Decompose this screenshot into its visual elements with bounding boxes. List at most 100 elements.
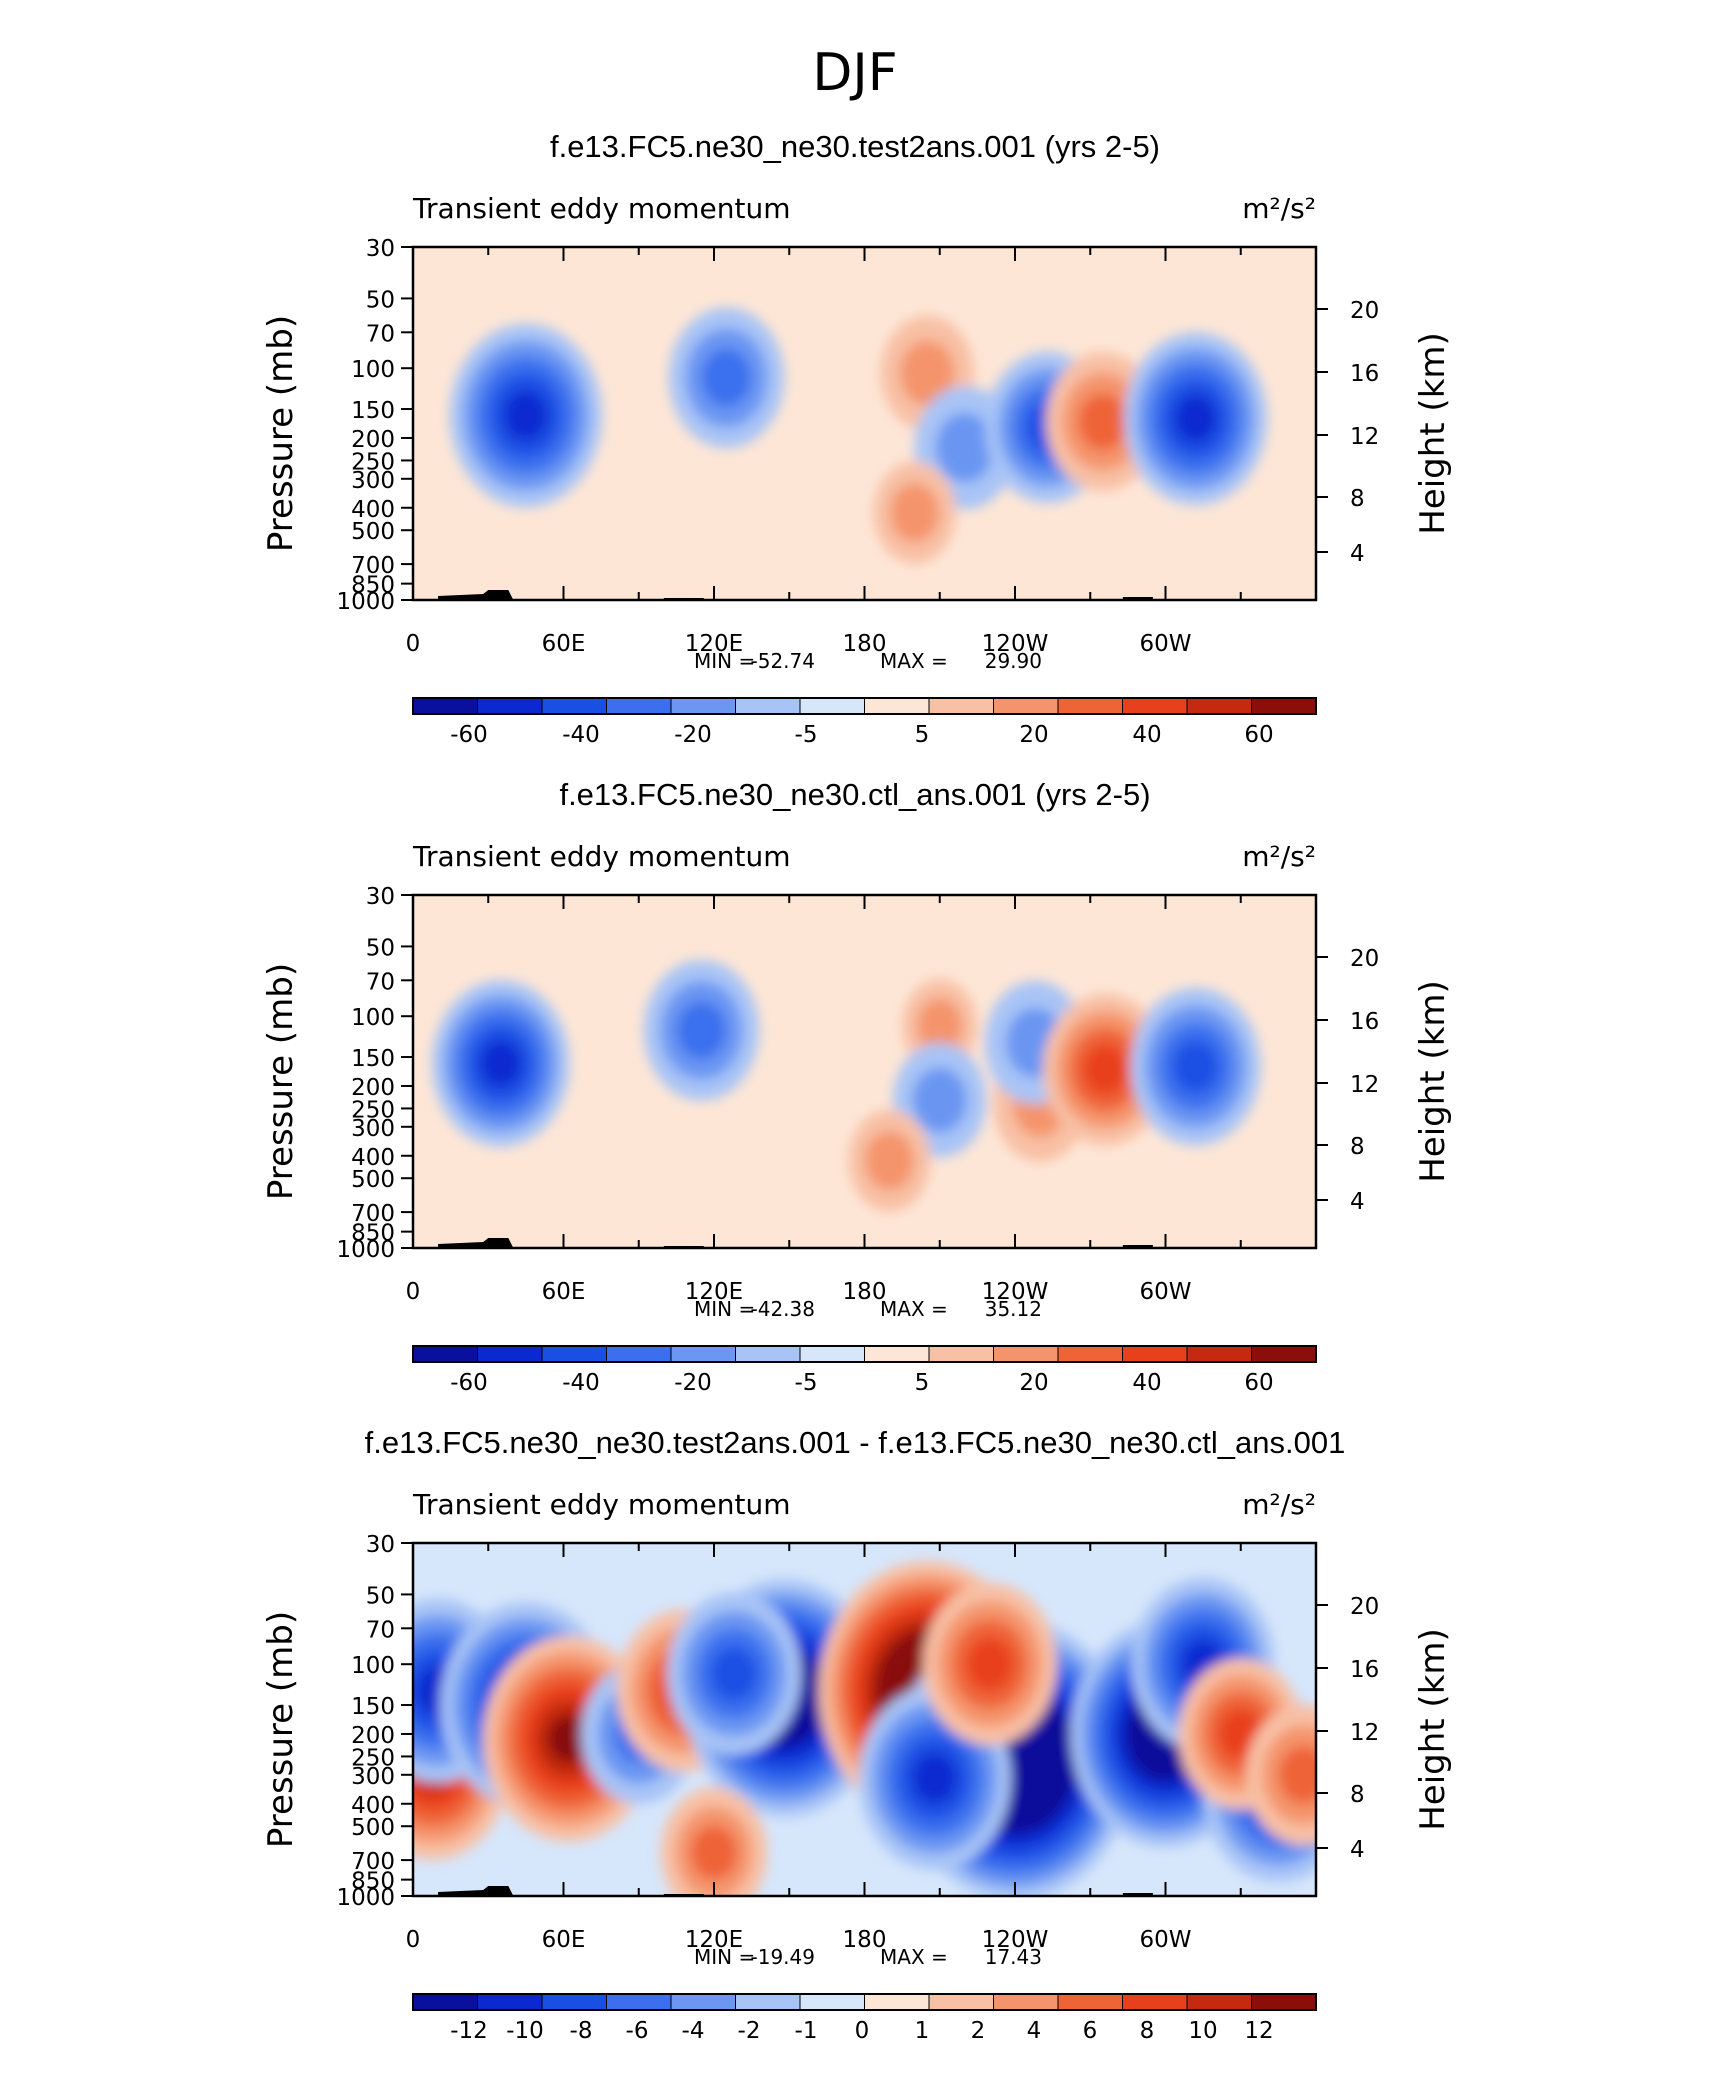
colorbar-swatch <box>670 1345 736 1363</box>
y-tick-label: 50 <box>366 287 395 313</box>
panel-title: f.e13.FC5.ne30_ne30.ctl_ans.001 (yrs 2-5… <box>559 777 1150 812</box>
x-tick-label: 120W <box>982 1927 1049 1953</box>
stats: MIN =-42.38 MAX = 35.12 <box>694 1297 1042 1321</box>
y-tick-label: 500 <box>351 1815 395 1841</box>
y-tick-label: 700 <box>351 553 395 579</box>
field-label: Transient eddy momentum <box>412 1488 791 1521</box>
colorbar-label: 20 <box>1019 1370 1048 1396</box>
colorbar-swatch <box>735 1345 801 1363</box>
stats-text: MAX = <box>880 1945 948 1969</box>
stats-text: 29.90 <box>985 649 1042 673</box>
colorbar-label: -40 <box>562 1370 600 1396</box>
y-tick-label: 150 <box>351 398 395 424</box>
y-tick-label: 30 <box>366 1532 395 1558</box>
colorbar-label: -6 <box>626 2018 649 2044</box>
height-tick-label: 8 <box>1350 486 1365 512</box>
x-tick-label: 180 <box>843 1279 887 1305</box>
y-tick-label: 850 <box>351 1221 395 1247</box>
y-tick-label: 200 <box>351 1075 395 1101</box>
right-axis: 20 16 12 8 4 <box>1316 298 1379 567</box>
y-tick-label: 400 <box>351 1793 395 1819</box>
panel-3: f.e13.FC5.ne30_ne30.test2ans.001 - f.e13… <box>261 1425 1453 2044</box>
colorbar: -60 -40 -20 -5 5 20 40 60 <box>412 697 1317 748</box>
y-tick-label: 1000 <box>336 589 395 615</box>
height-tick-label: 4 <box>1350 541 1365 567</box>
colorbar-swatch <box>477 1345 543 1363</box>
feature-8 <box>1130 987 1261 1146</box>
y-tick-label: 70 <box>366 969 395 995</box>
stats-text: MAX = <box>880 1297 948 1321</box>
colorbar-swatch <box>993 1993 1059 2011</box>
colorbar-label: 5 <box>915 722 930 748</box>
colorbar-swatch <box>864 1345 930 1363</box>
stats-text: MIN = <box>694 649 755 673</box>
y-tick-label: 300 <box>351 1116 395 1142</box>
colorbar-label: 40 <box>1132 1370 1161 1396</box>
colorbar-swatch <box>1057 1345 1123 1363</box>
right-axis-label: Height (km) <box>1413 980 1453 1183</box>
colorbar-swatch <box>1057 697 1123 715</box>
colorbar-swatch <box>1186 1993 1252 2011</box>
x-tick-label: 60E <box>542 631 586 657</box>
colorbar: -60 -40 -20 -5 5 20 40 60 <box>412 1345 1317 1396</box>
feature-9 <box>848 1109 931 1212</box>
colorbar-swatch <box>1122 1993 1188 2011</box>
colorbar-label: 2 <box>971 2018 986 2044</box>
x-tick-label: 120E <box>685 1927 743 1953</box>
y-tick-label: 300 <box>351 468 395 494</box>
y-tick-label: 150 <box>351 1046 395 1072</box>
feature-1 <box>449 323 603 508</box>
height-tick-label: 8 <box>1350 1782 1365 1808</box>
x-tick-label: 60W <box>1139 1279 1191 1305</box>
x-tick-label: 180 <box>843 1927 887 1953</box>
stats: MIN =-19.49 MAX = 17.43 <box>694 1945 1042 1969</box>
y-tick-label: 1000 <box>336 1237 395 1263</box>
feature-17 <box>1245 1704 1316 1846</box>
x-tick-label: 60W <box>1139 631 1191 657</box>
colorbar-swatch <box>993 697 1059 715</box>
x-tick-label: 60E <box>542 1279 586 1305</box>
right-axis: 20 16 12 8 4 <box>1316 1594 1379 1863</box>
colorbar-label: 5 <box>915 1370 930 1396</box>
height-tick-label: 20 <box>1350 946 1379 972</box>
feature-8 <box>873 461 956 564</box>
panel-2: f.e13.FC5.ne30_ne30.ctl_ans.001 (yrs 2-5… <box>261 777 1453 1396</box>
height-tick-label: 12 <box>1350 1072 1379 1098</box>
field-label: Transient eddy momentum <box>412 192 791 225</box>
colorbar-label: 4 <box>1027 2018 1042 2044</box>
colorbar-swatch <box>1186 1345 1252 1363</box>
colorbar-label: 60 <box>1244 722 1273 748</box>
y-tick-label: 30 <box>366 236 395 262</box>
panel-title: f.e13.FC5.ne30_ne30.test2ans.001 (yrs 2-… <box>550 129 1160 164</box>
colorbar-label: 20 <box>1019 722 1048 748</box>
y-tick-label: 400 <box>351 1145 395 1171</box>
colorbar-swatch <box>928 1345 994 1363</box>
colorbar-label: 6 <box>1083 2018 1098 2044</box>
colorbar-label: -5 <box>795 722 818 748</box>
feature-7 <box>1124 332 1268 506</box>
y-tick-label: 500 <box>351 1167 395 1193</box>
colorbar-swatch <box>541 1993 607 2011</box>
stats-text: 35.12 <box>985 1297 1042 1321</box>
colorbar-swatch <box>412 697 478 715</box>
colorbar-label: 12 <box>1244 2018 1273 2044</box>
x-tick-label: 120W <box>982 631 1049 657</box>
height-tick-label: 4 <box>1350 1189 1365 1215</box>
y-axis-label: Pressure (mb) <box>261 315 301 552</box>
colorbar-swatch <box>864 697 930 715</box>
colorbar-swatch <box>1251 1993 1317 2011</box>
y-tick-label: 100 <box>351 1005 395 1031</box>
y-tick-label: 70 <box>366 1617 395 1643</box>
colorbar-swatch <box>477 1993 543 2011</box>
terrain <box>438 1238 514 1248</box>
x-tick-label: 120E <box>685 1279 743 1305</box>
height-tick-label: 12 <box>1350 424 1379 450</box>
colorbar-label: 0 <box>855 2018 870 2044</box>
colorbar-swatch <box>993 1345 1059 1363</box>
feature-8 <box>667 1592 801 1755</box>
x-tick-label: 0 <box>406 631 421 657</box>
height-tick-label: 8 <box>1350 1134 1365 1160</box>
colorbar-label: -4 <box>682 2018 705 2044</box>
y-tick-label: 500 <box>351 519 395 545</box>
colorbar-swatch <box>1186 697 1252 715</box>
